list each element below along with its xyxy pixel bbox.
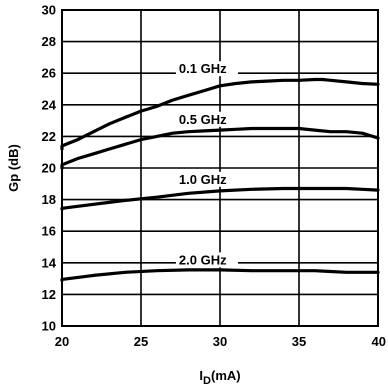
- series-labels: 0.1 GHz 0.5 GHz 1.0 GHz 2.0 GHz: [175, 61, 238, 268]
- y-tick-label-28: 28: [42, 34, 56, 49]
- x-tick-label-20: 20: [55, 334, 69, 349]
- series-label-1-0-ghz: 1.0 GHz: [179, 172, 227, 187]
- series-line-0-5-ghz: [60, 126, 380, 170]
- y-tick-label-26: 26: [42, 66, 56, 81]
- x-tick-label-40: 40: [372, 334, 386, 349]
- y-tick-label-14: 14: [42, 255, 57, 270]
- plot-frame: [61, 9, 379, 327]
- y-tick-label-10: 10: [42, 319, 56, 334]
- series-line-0-1-ghz: [60, 77, 380, 151]
- grid: [62, 10, 378, 326]
- x-axis-label: ID(mA): [199, 368, 240, 387]
- series-label-2-0-ghz: 2.0 GHz: [179, 252, 227, 267]
- y-tick-label-24: 24: [42, 97, 57, 112]
- series-lines: [60, 77, 380, 282]
- y-tick-label-22: 22: [42, 129, 56, 144]
- series-line-1-0-ghz: [60, 186, 380, 211]
- tick-labels: 10 12 14 16 18 20 22 24 26 28 30 20 25 30 35 40: [42, 3, 386, 350]
- y-tick-label-16: 16: [42, 224, 56, 239]
- series-label-bg-1-0-ghz: [175, 171, 238, 187]
- series-label-bg-0-5-ghz: [175, 111, 238, 127]
- y-axis-label: Gp (dB): [6, 144, 21, 192]
- series-label-0-5-ghz: 0.5 GHz: [179, 112, 227, 127]
- y-tick-label-20: 20: [42, 161, 56, 176]
- y-tick-label-12: 12: [42, 287, 56, 302]
- series-label-0-1-ghz: 0.1 GHz: [179, 61, 227, 76]
- series-label-bg-0-1-ghz: [175, 61, 238, 77]
- axis-labels: Gp (dB) ID(mA): [6, 144, 241, 387]
- x-tick-label-25: 25: [134, 334, 148, 349]
- plot-area-border: [61, 9, 379, 327]
- x-tick-label-35: 35: [292, 334, 306, 349]
- y-tick-label-30: 30: [42, 3, 56, 18]
- series-label-bg-2-0-ghz: [175, 252, 238, 268]
- series-line-2-0-ghz: [60, 268, 380, 282]
- y-tick-label-18: 18: [42, 192, 56, 207]
- x-tick-label-30: 30: [213, 334, 227, 349]
